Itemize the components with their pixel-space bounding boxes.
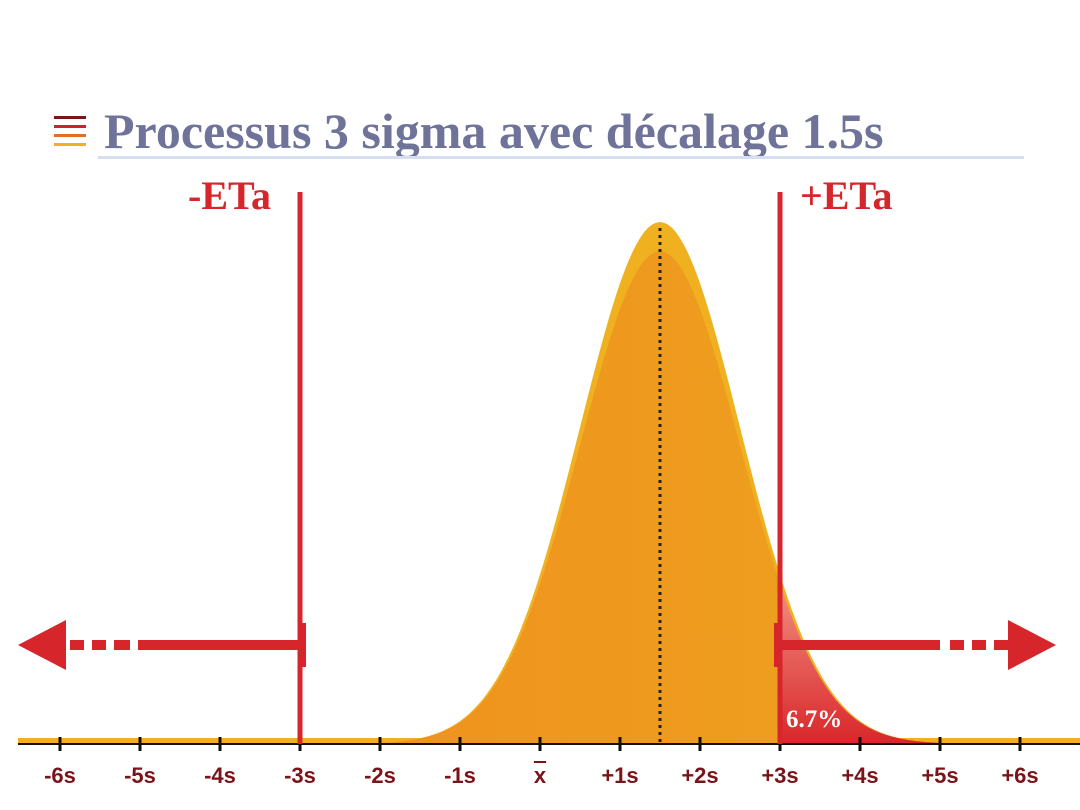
lines-icon — [54, 116, 86, 146]
distribution-curve-inner — [180, 251, 1060, 744]
left-arrow — [18, 620, 306, 670]
right-arrow — [774, 620, 1056, 670]
title-underline — [98, 156, 1024, 159]
tick-label: +4s — [841, 763, 879, 788]
tick-label: +6s — [1001, 763, 1039, 788]
tick-label: -1s — [444, 763, 476, 788]
tick-label: -5s — [124, 763, 156, 788]
tick-label: -3s — [284, 763, 316, 788]
page-title: Processus 3 sigma avec décalage 1.5s — [104, 103, 884, 159]
upper-limit-label: +ETa — [800, 173, 893, 218]
tick-label: -6s — [44, 763, 76, 788]
tail-percent-label: 6.7% — [786, 706, 843, 733]
tick-label: +5s — [921, 763, 959, 788]
tick-label: x — [533, 763, 547, 788]
tick-label: +3s — [761, 763, 799, 788]
tick-label: -4s — [204, 763, 236, 788]
tick-label: +2s — [681, 763, 719, 788]
tick-label: +1s — [601, 763, 639, 788]
lower-limit-label: -ETa — [188, 173, 272, 218]
tick-label: -2s — [364, 763, 396, 788]
tail-area — [780, 584, 1060, 744]
title-bar: Processus 3 sigma avec décalage 1.5s — [52, 100, 1027, 162]
